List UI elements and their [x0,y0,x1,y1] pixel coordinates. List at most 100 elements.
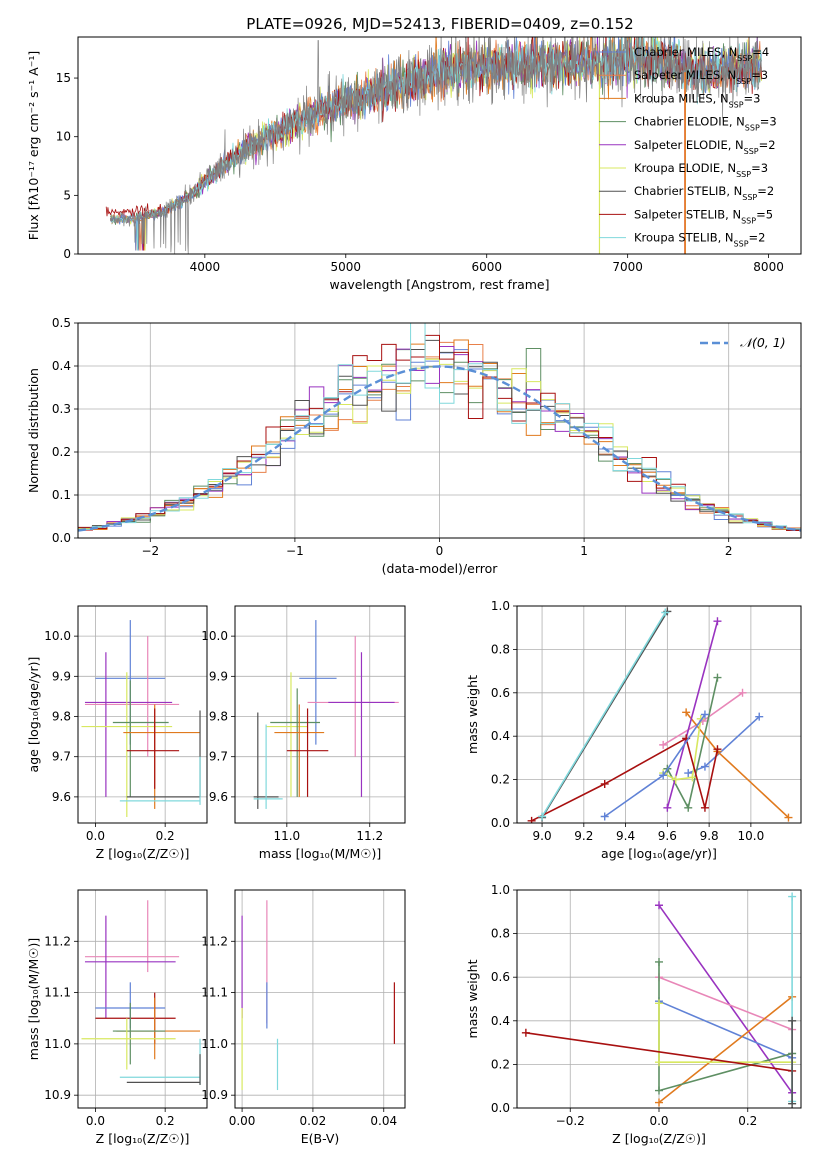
y-tick-label: 9.6 [209,790,228,804]
residual-histograms [78,323,801,532]
mass_vs_EBV-errorbars [241,900,395,1091]
y-tick-label: 0.8 [491,927,510,941]
legend-entry: 𝒩(0, 1) [740,335,786,350]
y-tick-label: 9.8 [209,710,228,724]
y-tick-label: 11.0 [44,1037,71,1051]
data-point [126,1054,201,1085]
marker [671,775,680,784]
y-tick-label: 10.9 [201,1088,228,1102]
legend-entry: Salpeter ELODIE, NSSP=2 [634,138,776,156]
y-tick-label: 11.2 [201,934,228,948]
data-point [126,710,201,798]
legend-entry: Chabrier STELIB, NSSP=2 [634,184,774,202]
data-point [253,724,283,809]
data-point [84,652,173,797]
mass-weight-line [658,1000,793,1059]
x-tick-label: 7000 [612,260,643,274]
marker [788,1016,797,1025]
plot-frame [77,605,208,824]
y-axis-label: Flux [fλ10⁻¹⁷ erg cm⁻² s⁻¹ A⁻¹] [26,51,41,240]
y-tick-label: 15 [56,71,71,85]
y-tick-label: 10.9 [44,1088,71,1102]
marker [600,779,609,788]
y-tick-label: 0.8 [491,642,510,656]
plot-frame [234,605,406,824]
y-tick-label: 0.6 [491,970,510,984]
y-tick-label: 0.2 [52,445,71,459]
y-tick-label: 9.8 [52,710,71,724]
data-point [266,672,308,797]
x-axis-label: Z [log₁₀(Z/Z☉)] [96,1131,190,1146]
x-tick-label: 0.0 [86,829,105,843]
y-tick-label: 11.1 [44,986,71,1000]
mass-weight-line [658,961,793,1092]
x-tick-label: 4000 [190,260,221,274]
marker [659,740,668,749]
marker [655,999,663,1008]
x-axis-label: Z [log₁₀(Z/Z☉)] [96,846,190,861]
marker [655,901,663,910]
histogram-step [78,334,801,531]
y-axis-label: mass [log₁₀(M/M☉)] [26,938,41,1060]
mw_vs_Z-lines [521,892,797,1108]
x-tick-label: 9.4 [616,829,635,843]
x-tick-label: −1 [286,544,304,558]
marker [700,762,709,771]
x-tick-label: 10.0 [738,829,765,843]
mass-weight-line [658,976,793,1031]
mass-weight-line [525,1032,793,1072]
normal-curve [78,365,801,532]
x-tick-label: 0.02 [300,1114,327,1128]
y-tick-label: 0.4 [491,729,510,743]
age_vs_mass-errorbars [253,620,399,809]
x-tick-label: 5000 [331,260,362,274]
figure-title: PLATE=0926, MJD=52413, FIBERID=0409, z=0… [246,15,633,33]
y-tick-label: 0.4 [491,1014,510,1028]
x-tick-label: 11.2 [356,829,383,843]
y-tick-label: 10 [56,130,71,144]
y-tick-label: 0.0 [491,1101,510,1115]
marker [788,1099,797,1108]
data-point [84,636,180,757]
data-point [116,997,201,1060]
marker [684,803,693,812]
histogram-step [78,323,801,530]
x-tick-label: 0.2 [156,829,175,843]
y-tick-label: 0.0 [491,816,510,830]
age_vs_Z-errorbars [81,620,201,817]
legend-entry: Kroupa STELIB, NSSP=2 [634,231,765,249]
legend-entry: Chabrier ELODIE, NSSP=3 [634,115,777,133]
marker [784,813,793,822]
y-tick-label: 9.7 [52,750,71,764]
plot-frame [77,889,208,1109]
age_vs_Z-axes: 0.0 0.2 9.6 9.7 9.8 9.9 10.0 Z [log₁₀(Z/Z☉)] age… [26,606,207,861]
y-axis-label: age [log₁₀(age/yr)] [26,657,41,773]
x-axis-label: E(B-V) [301,1131,340,1146]
data-point [112,680,169,797]
y-axis-label: mass weight [465,959,480,1038]
marker [655,1098,663,1107]
y-tick-label: 5 [63,188,71,202]
data-point [84,900,180,973]
plot-frame [77,36,802,255]
marker [713,673,722,682]
marker [684,769,693,778]
data-point [84,915,176,1019]
marker [688,773,697,782]
x-axis-label: wavelength [Angstrom, rest frame] [329,277,549,292]
x-tick-label: 9.8 [700,829,719,843]
marker [700,803,709,812]
spectrum-lines [105,37,762,254]
y-axis-label: mass weight [465,675,480,754]
legend-entry: Salpeter STELIB, NSSP=5 [634,207,773,225]
plot-frame [234,889,406,1109]
data-point [119,756,201,805]
data-point [286,708,329,797]
marker [527,816,536,823]
x-tick-label: 8000 [753,260,784,274]
y-tick-label: 11.0 [201,1037,228,1051]
data-point [81,1018,176,1070]
histogram-step [78,358,801,532]
data-point [81,672,173,817]
